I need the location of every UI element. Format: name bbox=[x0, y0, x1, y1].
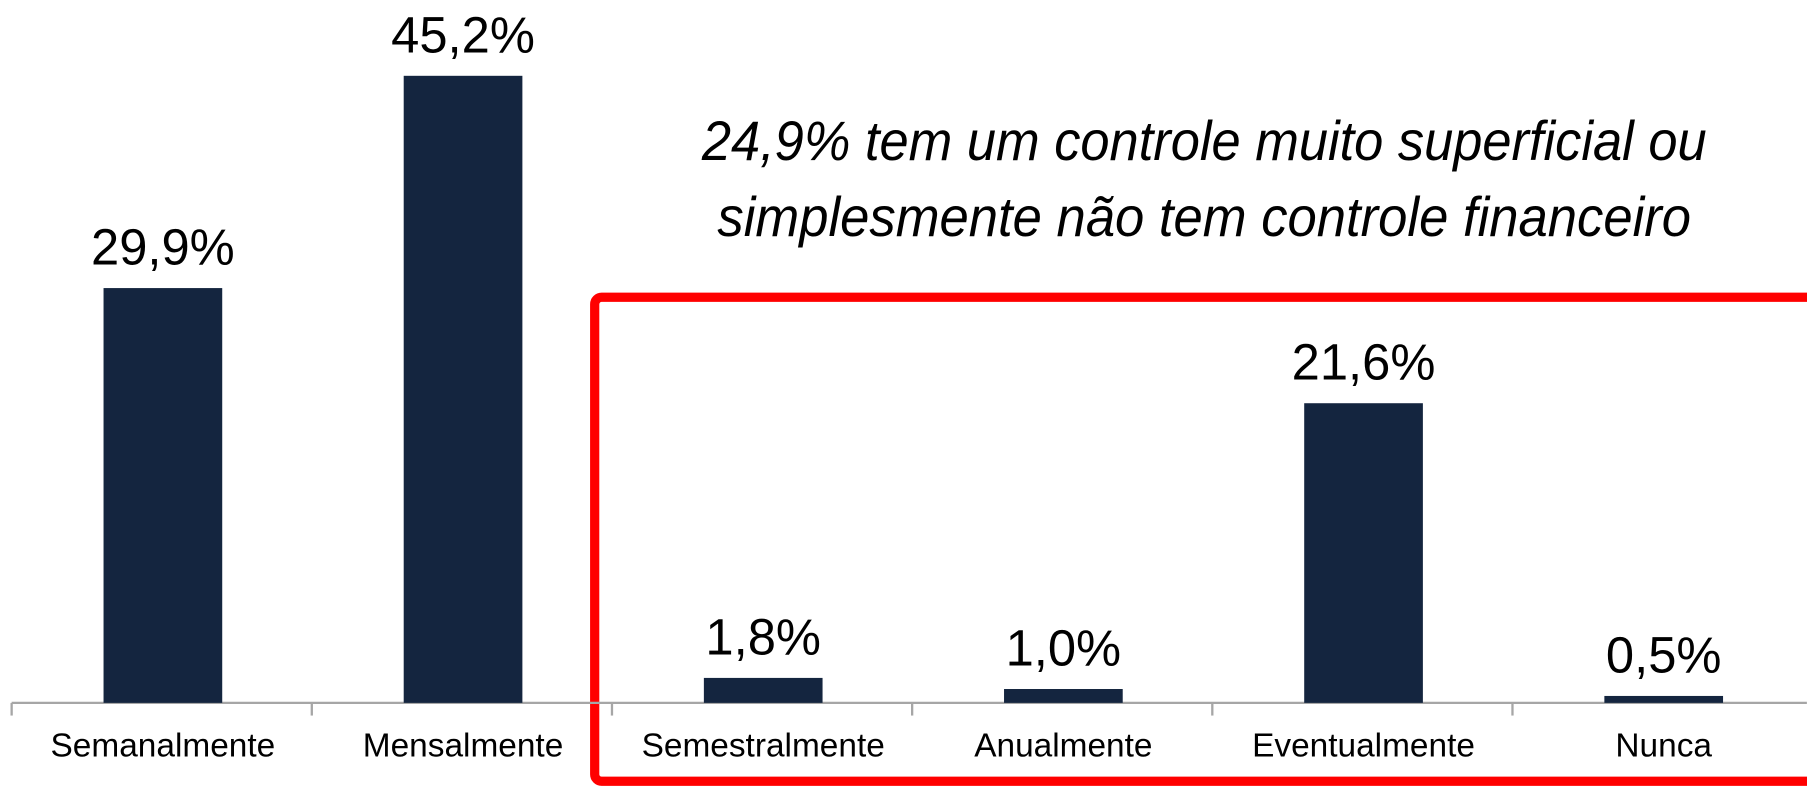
value-label: 0,5% bbox=[1606, 626, 1722, 683]
bar bbox=[1604, 695, 1724, 703]
x-tick-label: Anualmente bbox=[974, 728, 1152, 765]
x-tick-label: Mensalmente bbox=[363, 728, 564, 765]
x-tick-label: Semestralmente bbox=[642, 728, 885, 765]
x-tick-label: Eventualmente bbox=[1252, 728, 1475, 765]
bar bbox=[403, 75, 523, 703]
value-label: 29,9% bbox=[91, 219, 235, 276]
annotation: simplesmente não tem controle financeiro bbox=[717, 186, 1691, 248]
value-label: 21,6% bbox=[1292, 334, 1436, 391]
x-tick-label: Nunca bbox=[1615, 728, 1712, 765]
highlight-box bbox=[590, 292, 1807, 786]
value-label: 1,8% bbox=[705, 608, 821, 665]
value-label: 45,2% bbox=[391, 6, 535, 63]
x-tick-label: Semanalmente bbox=[51, 728, 276, 765]
bar bbox=[703, 677, 823, 703]
value-label: 1,0% bbox=[1006, 620, 1122, 677]
bar bbox=[1304, 403, 1423, 703]
annotation: 24,9% tem um controle muito superficial … bbox=[701, 110, 1707, 172]
bar bbox=[1004, 689, 1123, 703]
bar bbox=[103, 288, 223, 703]
